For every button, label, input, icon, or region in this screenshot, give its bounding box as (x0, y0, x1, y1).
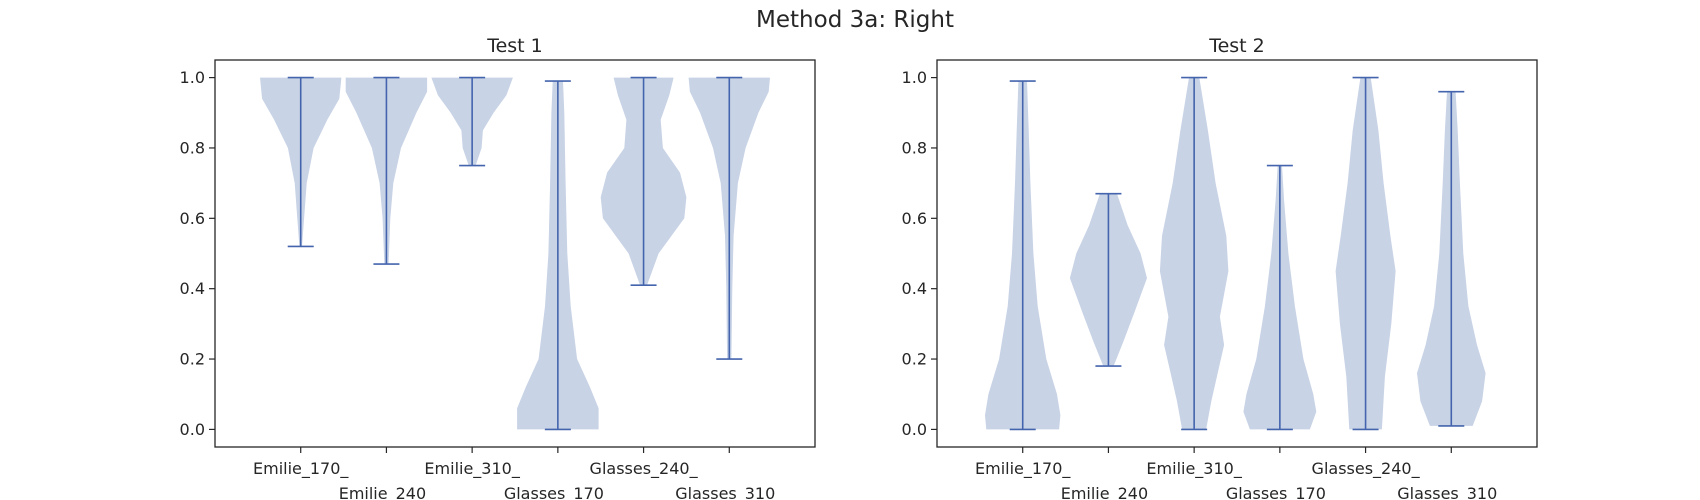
subplot-test-2: 0.0 0.2 0.4 0.6 0.8 1.0 Emilie_170_ Emilie_240_… (902, 35, 1538, 500)
y-tick-label: 0.6 (902, 209, 927, 228)
y-tick-label: 0.4 (180, 279, 205, 298)
y-tick-label: 0.0 (180, 420, 205, 439)
x-tick-label: Glasses_170_ (504, 484, 613, 500)
x-tick-label: Emilie_170_ (253, 459, 349, 479)
subplot-title: Test 1 (486, 35, 543, 57)
y-tick-label: 0.6 (180, 209, 205, 228)
y-tick-label: 0.8 (180, 138, 205, 157)
y-tick-label: 0.0 (902, 420, 927, 439)
subplot-title: Test 2 (1208, 35, 1265, 57)
figure-title: Method 3a: Right (756, 7, 954, 33)
x-tick-label: Glasses_170_ (1226, 484, 1335, 500)
x-tick-label: Emilie_310_ (424, 459, 520, 479)
y-tick-label: 1.0 (180, 68, 205, 87)
x-tick-label: Glasses_240_ (1312, 459, 1421, 479)
x-tick-label: Emilie_240_ (1061, 484, 1157, 500)
x-tick-label: Glasses_240_ (590, 459, 699, 479)
subplot-test-1: 0.0 0.2 0.4 0.6 0.8 1.0 Emilie_170_ Emilie_240_… (180, 35, 816, 500)
x-tick-label: Glasses_310_ (1397, 484, 1506, 500)
y-tick-label: 0.2 (180, 350, 205, 369)
y-tick-label: 0.2 (902, 350, 927, 369)
axes-frame (936, 59, 1538, 448)
axes-frame (214, 59, 816, 448)
y-tick-label: 0.8 (902, 138, 927, 157)
y-tick-label: 1.0 (902, 68, 927, 87)
x-tick-label: Glasses_310_ (675, 484, 784, 500)
y-tick-label: 0.4 (902, 279, 927, 298)
x-tick-label: Emilie_310_ (1146, 459, 1242, 479)
x-tick-label: Emilie_240_ (339, 484, 435, 500)
x-tick-label: Emilie_170_ (975, 459, 1071, 479)
